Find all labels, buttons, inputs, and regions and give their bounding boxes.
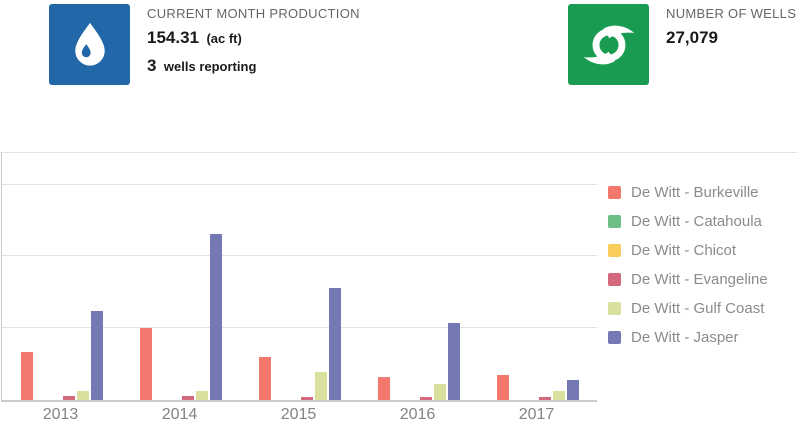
gridline-1500 [2,183,597,185]
bar-group-2015 [258,153,341,400]
legend-item-de-witt-catahoula[interactable]: De Witt - Catahoula [608,212,768,230]
legend-label-de-witt-chicot: De Witt - Chicot [631,241,737,259]
legend-item-de-witt-chicot[interactable]: De Witt - Chicot [608,241,768,259]
bar-group-2014 [139,153,222,400]
water-drop-icon [49,4,130,85]
bar-de-witt-evangeline-2013[interactable] [62,395,75,400]
bar-de-witt-jasper-2014[interactable] [209,233,222,400]
bar-de-witt-burkeville-2014[interactable] [139,328,152,400]
production-unit: (ac ft) [206,31,242,46]
wells-card-label: NUMBER OF WELLS [666,6,797,21]
bar-de-witt-gulf-coast-2016[interactable] [433,383,446,400]
wells-count-value: 27,079 [666,28,718,47]
wells-reporting-label: wells reporting [163,59,257,74]
x-axis-label-2016: 2016 [399,406,436,423]
production-stat-card: CURRENT MONTH PRODUCTION 154.31 (ac ft) … [49,4,360,85]
gridline-500 [2,327,597,329]
legend-swatch-de-witt-chicot [608,244,621,257]
x-axis-label-2014: 2014 [161,406,198,423]
bar-de-witt-evangeline-2017[interactable] [538,397,551,400]
production-by-aquifer-chart: 2013 2014 2015 2016 2017 De Witt - Burkevill… [0,152,797,433]
bar-de-witt-evangeline-2016[interactable] [419,396,432,400]
legend-label-de-witt-catahoula: De Witt - Catahoula [631,212,762,230]
legend-label-de-witt-evangeline: De Witt - Evangeline [631,270,768,288]
bar-series-container [2,153,597,400]
bar-de-witt-jasper-2016[interactable] [447,323,460,400]
gridline-1000 [2,255,597,257]
legend-label-de-witt-jasper: De Witt - Jasper [631,328,739,346]
legend-label-de-witt-burkeville: De Witt - Burkeville [631,183,759,201]
legend-swatch-de-witt-burkeville [608,186,621,199]
bar-de-witt-jasper-2017[interactable] [566,380,579,400]
bar-de-witt-gulf-coast-2017[interactable] [552,390,565,400]
bar-group-2017 [496,153,579,400]
legend-label-de-witt-gulf-coast: De Witt - Gulf Coast [631,299,765,317]
bar-de-witt-gulf-coast-2014[interactable] [195,391,208,400]
production-card-label: CURRENT MONTH PRODUCTION [147,6,360,21]
legend-swatch-de-witt-catahoula [608,215,621,228]
bar-de-witt-burkeville-2017[interactable] [496,375,509,400]
bar-de-witt-evangeline-2015[interactable] [300,396,313,400]
legend-item-de-witt-jasper[interactable]: De Witt - Jasper [608,328,768,346]
bar-group-2013 [20,153,103,400]
production-value: 154.31 [147,28,199,47]
legend-item-de-witt-evangeline[interactable]: De Witt - Evangeline [608,270,768,288]
wells-reporting-count: 3 [147,56,157,75]
bar-de-witt-jasper-2013[interactable] [90,310,103,400]
legend-swatch-de-witt-jasper [608,331,621,344]
legend-swatch-de-witt-evangeline [608,273,621,286]
wells-stat-card: NUMBER OF WELLS 27,079 [568,4,796,85]
legend-item-de-witt-gulf-coast[interactable]: De Witt - Gulf Coast [608,299,768,317]
x-axis-label-2013: 2013 [42,406,79,423]
bar-group-2016 [377,153,460,400]
bar-de-witt-gulf-coast-2013[interactable] [76,390,89,400]
bar-de-witt-evangeline-2014[interactable] [181,395,194,400]
fan-icon [568,4,649,85]
legend-item-de-witt-burkeville[interactable]: De Witt - Burkeville [608,183,768,201]
x-axis-label-2015: 2015 [280,406,317,423]
legend-swatch-de-witt-gulf-coast [608,302,621,315]
x-axis: 2013 2014 2015 2016 2017 [1,406,596,424]
bar-de-witt-burkeville-2015[interactable] [258,356,271,400]
bar-de-witt-burkeville-2013[interactable] [20,351,33,400]
bar-de-witt-burkeville-2016[interactable] [377,377,390,400]
plot-area [1,153,597,402]
x-axis-label-2017: 2017 [518,406,555,423]
bar-de-witt-gulf-coast-2015[interactable] [314,372,327,400]
bar-de-witt-jasper-2015[interactable] [328,288,341,400]
chart-legend: De Witt - Burkeville De Witt - Catahoula D… [608,183,768,360]
